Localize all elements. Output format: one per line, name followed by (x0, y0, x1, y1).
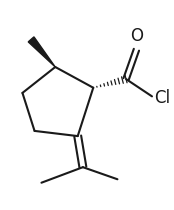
Polygon shape (28, 37, 55, 67)
Text: Cl: Cl (154, 89, 170, 107)
Text: O: O (130, 28, 143, 45)
